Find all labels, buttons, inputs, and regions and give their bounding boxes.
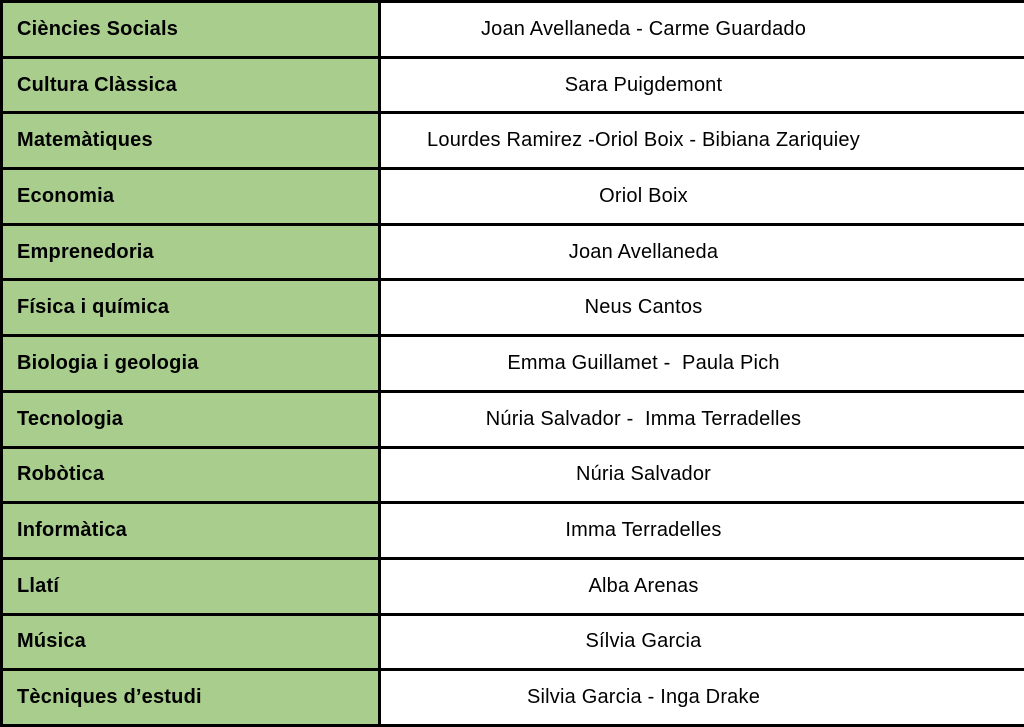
table-row: Ciències Socials Joan Avellaneda - Carme… <box>2 2 1024 58</box>
table-row: Música Sílvia Garcia <box>2 614 1024 670</box>
table-row: Matemàtiques Lourdes Ramirez -Oriol Boix… <box>2 113 1024 169</box>
table-row: Biologia i geologia Emma Guillamet - Pau… <box>2 336 1024 392</box>
teachers-cell: Núria Salvador <box>380 447 1024 503</box>
table-row: Tecnologia Núria Salvador - Imma Terrade… <box>2 391 1024 447</box>
subject-cell: Matemàtiques <box>2 113 380 169</box>
teachers-cell: Oriol Boix <box>380 169 1024 225</box>
subject-cell: Economia <box>2 169 380 225</box>
subject-cell: Emprenedoria <box>2 224 380 280</box>
teachers-cell: Joan Avellaneda - Carme Guardado <box>380 2 1024 58</box>
subject-cell: Informàtica <box>2 503 380 559</box>
table-row: Tècniques d’estudi Silvia Garcia - Inga … <box>2 670 1024 726</box>
teachers-cell: Núria Salvador - Imma Terradelles <box>380 391 1024 447</box>
table-row: Informàtica Imma Terradelles <box>2 503 1024 559</box>
table-row: Economia Oriol Boix <box>2 169 1024 225</box>
table-row: Física i química Neus Cantos <box>2 280 1024 336</box>
teachers-cell: Joan Avellaneda <box>380 224 1024 280</box>
teachers-cell: Sílvia Garcia <box>380 614 1024 670</box>
table-row: Llatí Alba Arenas <box>2 558 1024 614</box>
teachers-cell: Sara Puigdemont <box>380 57 1024 113</box>
subject-cell: Tecnologia <box>2 391 380 447</box>
subject-cell: Ciències Socials <box>2 2 380 58</box>
teachers-cell: Emma Guillamet - Paula Pich <box>380 336 1024 392</box>
table-row: Robòtica Núria Salvador <box>2 447 1024 503</box>
subject-cell: Biologia i geologia <box>2 336 380 392</box>
teachers-cell: Silvia Garcia - Inga Drake <box>380 670 1024 726</box>
subject-cell: Cultura Clàssica <box>2 57 380 113</box>
subject-cell: Física i química <box>2 280 380 336</box>
table-row: Emprenedoria Joan Avellaneda <box>2 224 1024 280</box>
table-row: Cultura Clàssica Sara Puigdemont <box>2 57 1024 113</box>
subject-cell: Tècniques d’estudi <box>2 670 380 726</box>
teachers-cell: Lourdes Ramirez -Oriol Boix - Bibiana Za… <box>380 113 1024 169</box>
teachers-cell: Imma Terradelles <box>380 503 1024 559</box>
teachers-cell: Alba Arenas <box>380 558 1024 614</box>
subject-cell: Música <box>2 614 380 670</box>
teachers-cell: Neus Cantos <box>380 280 1024 336</box>
subject-cell: Llatí <box>2 558 380 614</box>
subject-cell: Robòtica <box>2 447 380 503</box>
